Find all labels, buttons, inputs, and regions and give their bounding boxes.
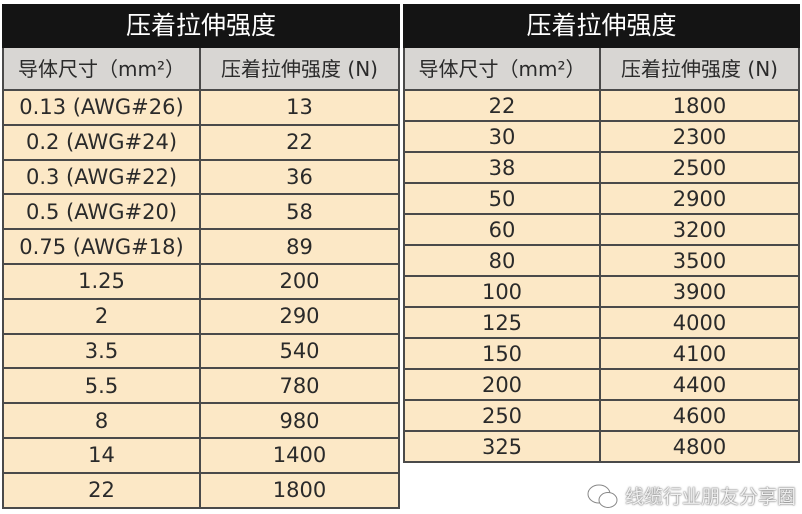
watermark-text: 线缆行业朋友分享圈 xyxy=(624,486,796,508)
strength-cell: 4400 xyxy=(599,368,800,401)
size-cell: 22 xyxy=(2,471,201,509)
size-cell: 1.25 xyxy=(2,262,201,300)
table-title: 压着拉伸强度 xyxy=(403,4,800,48)
size-cell: 80 xyxy=(403,244,601,277)
size-cell: 150 xyxy=(403,337,601,370)
strength-cell: 980 xyxy=(199,402,400,439)
table-row: 22 1800 xyxy=(2,471,400,509)
strength-cell: 4000 xyxy=(599,306,800,339)
strength-cell: 290 xyxy=(199,297,400,335)
size-cell: 50 xyxy=(403,182,601,215)
strength-cell: 13 xyxy=(199,89,400,126)
size-cell: 100 xyxy=(403,275,601,308)
size-cell: 250 xyxy=(403,399,601,432)
strength-cell: 4600 xyxy=(599,399,800,432)
table-row: 5.5 780 xyxy=(2,367,400,405)
strength-cell: 2500 xyxy=(599,151,800,184)
strength-cell: 1800 xyxy=(199,471,400,509)
size-cell: 0.3 (AWG#22) xyxy=(2,158,201,196)
strength-cell: 2900 xyxy=(599,182,800,215)
table-row: 60 3200 xyxy=(403,213,800,246)
size-cell: 60 xyxy=(403,213,601,246)
size-cell: 0.2 (AWG#24) xyxy=(2,123,201,161)
strength-cell: 22 xyxy=(199,123,400,161)
table-row: 150 4100 xyxy=(403,337,800,370)
strength-cell: 2300 xyxy=(599,120,800,153)
strength-cell: 3500 xyxy=(599,244,800,277)
strength-cell: 3200 xyxy=(599,213,800,246)
size-cell: 325 xyxy=(403,430,601,463)
strength-cell: 36 xyxy=(199,158,400,196)
size-cell: 22 xyxy=(403,89,601,122)
table-row: 3.5 540 xyxy=(2,332,400,370)
table-row: 8 980 xyxy=(2,402,400,439)
size-cell: 5.5 xyxy=(2,367,201,405)
table-row: 38 2500 xyxy=(403,151,800,184)
strength-cell: 1400 xyxy=(199,436,400,474)
wechat-icon xyxy=(587,484,618,508)
table-row: 22 1800 xyxy=(403,89,800,122)
column-header: 压着拉伸强度 (N) xyxy=(599,46,800,91)
size-cell: 2 xyxy=(2,297,201,335)
strength-cell: 4100 xyxy=(599,337,800,370)
column-header: 导体尺寸（mm²） xyxy=(2,46,201,91)
size-cell: 0.5 (AWG#20) xyxy=(2,193,201,231)
table-row: 0.75 (AWG#18) 89 xyxy=(2,228,400,265)
column-header: 导体尺寸（mm²） xyxy=(403,46,601,91)
strength-cell: 4800 xyxy=(599,430,800,463)
table-row: 2 290 xyxy=(2,297,400,335)
table-row: 0.2 (AWG#24) 22 xyxy=(2,123,400,161)
table-row: 1.25 200 xyxy=(2,262,400,300)
table-row: 14 1400 xyxy=(2,436,400,474)
size-cell: 200 xyxy=(403,368,601,401)
table-row: 200 4400 xyxy=(403,368,800,401)
left-strength-table: 压着拉伸强度 导体尺寸（mm²） 压着拉伸强度 (N) 0.13 (AWG#26) 13… xyxy=(2,4,400,509)
strength-cell: 3900 xyxy=(599,275,800,308)
table-row: 325 4800 xyxy=(403,430,800,463)
strength-cell: 780 xyxy=(199,367,400,405)
size-cell: 0.13 (AWG#26) xyxy=(2,89,201,126)
table-row: 80 3500 xyxy=(403,244,800,277)
size-cell: 8 xyxy=(2,402,201,439)
size-cell: 0.75 (AWG#18) xyxy=(2,228,201,265)
strength-cell: 1800 xyxy=(599,89,800,122)
table-title: 压着拉伸强度 xyxy=(2,4,400,48)
strength-cell: 58 xyxy=(199,193,400,231)
table-row: 0.5 (AWG#20) 58 xyxy=(2,193,400,231)
size-cell: 38 xyxy=(403,151,601,184)
size-cell: 125 xyxy=(403,306,601,339)
table-row: 125 4000 xyxy=(403,306,800,339)
strength-cell: 540 xyxy=(199,332,400,370)
strength-cell: 89 xyxy=(199,228,400,265)
strength-cell: 200 xyxy=(199,262,400,300)
table-row: 100 3900 xyxy=(403,275,800,308)
column-header: 压着拉伸强度 (N) xyxy=(199,46,400,91)
table-row: 250 4600 xyxy=(403,399,800,432)
table-row: 0.3 (AWG#22) 36 xyxy=(2,158,400,196)
size-cell: 3.5 xyxy=(2,332,201,370)
size-cell: 14 xyxy=(2,436,201,474)
table-row: 0.13 (AWG#26) 13 xyxy=(2,89,400,126)
right-strength-table: 压着拉伸强度 导体尺寸（mm²） 压着拉伸强度 (N) 22 1800 30 2300 38 2… xyxy=(403,4,800,463)
table-row: 30 2300 xyxy=(403,120,800,153)
table-row: 50 2900 xyxy=(403,182,800,215)
watermark: 线缆行业朋友分享圈 xyxy=(587,484,796,510)
size-cell: 30 xyxy=(403,120,601,153)
